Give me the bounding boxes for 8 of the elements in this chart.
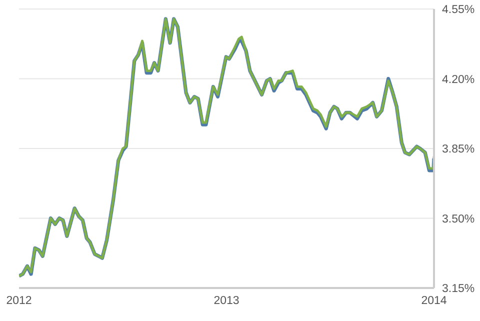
x-tick-label: 2013 [214,295,240,308]
x-tick-label: 2014 [421,295,448,308]
y-tick-label: 4.20% [442,74,475,86]
y-tick-label: 4.55% [442,4,475,16]
y-tick-label: 3.85% [442,144,475,156]
y-tick-label: 3.15% [442,283,475,296]
x-tick-label: 2012 [6,295,32,308]
y-tick-label: 3.50% [442,213,475,226]
